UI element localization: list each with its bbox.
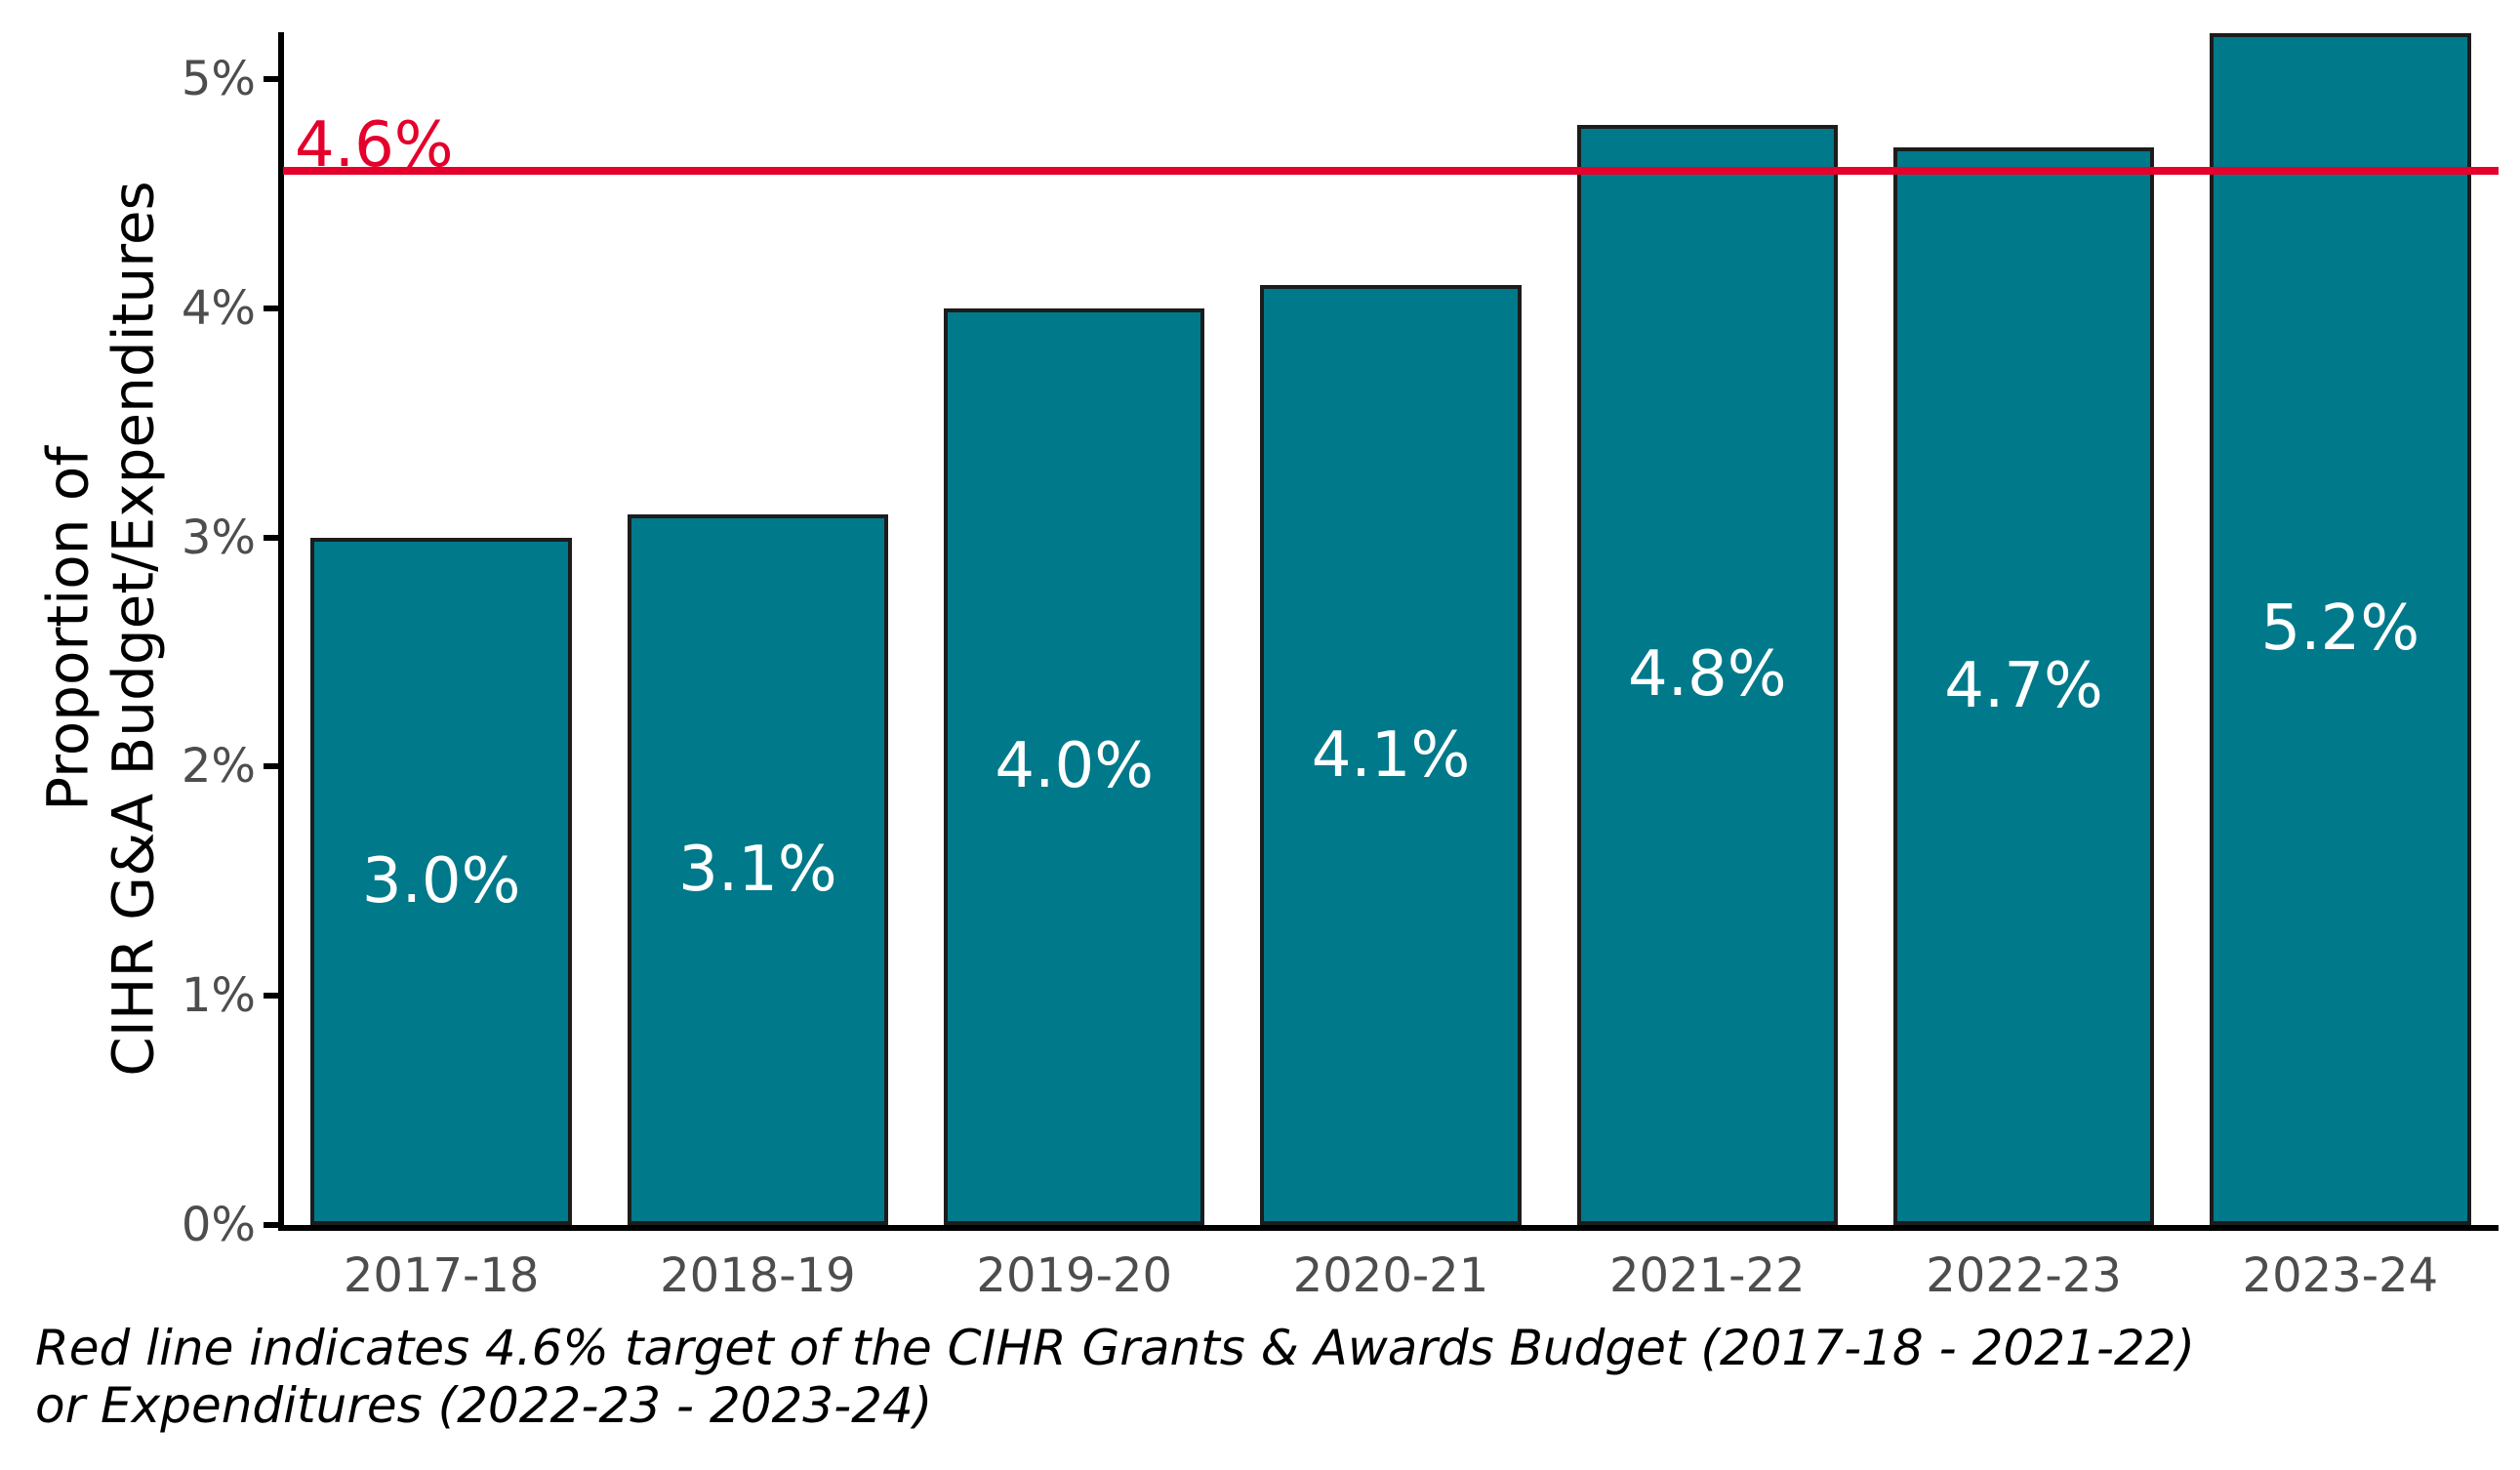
bar-band: 4.1% xyxy=(1233,32,1549,1225)
y-tick-label: 2% xyxy=(181,739,256,795)
target-line-label: 4.6% xyxy=(295,108,454,182)
bars-group: 3.0% 3.1% 4.0% 4.1% 4.8% xyxy=(283,32,2499,1225)
x-tick-label-2018-19: 2018-19 xyxy=(660,1248,856,1303)
y-tick-mark xyxy=(264,75,283,82)
x-axis-labels: 2017-18 2018-19 2019-20 2020-21 2021-22 … xyxy=(283,1244,2499,1308)
bar-2017-18: 3.0% xyxy=(310,537,572,1225)
bar-value-label: 3.0% xyxy=(361,844,521,918)
x-axis-spine xyxy=(278,1225,2499,1231)
y-tick-mark xyxy=(264,305,283,311)
caption-line-2: or Expenditures (2022-23 - 2023-24) xyxy=(35,1377,933,1434)
bar-value-label: 4.7% xyxy=(1944,650,2103,723)
bar-value-label: 4.8% xyxy=(1627,638,1787,712)
bar-2020-21: 4.1% xyxy=(1260,285,1522,1225)
y-tick-label: 4% xyxy=(181,280,256,336)
bar-band: 4.0% xyxy=(916,32,1233,1225)
bar-2021-22: 4.8% xyxy=(1576,124,1839,1225)
bar-2023-24: 5.2% xyxy=(2210,32,2471,1225)
x-tick-label-2019-20: 2019-20 xyxy=(976,1248,1172,1303)
y-tick-label: 5% xyxy=(181,51,256,106)
target-line: 4.6% xyxy=(283,114,2499,177)
bar-value-label: 3.1% xyxy=(678,834,837,907)
y-tick-label: 3% xyxy=(181,510,256,565)
y-tick-mark xyxy=(264,763,283,770)
y-tick-mark xyxy=(264,1222,283,1228)
x-tick-label-2020-21: 2020-21 xyxy=(1292,1248,1489,1303)
caption-line-1: Red line indicates 4.6% target of the CI… xyxy=(35,1320,2195,1376)
bar-band: 5.2% xyxy=(2182,32,2499,1225)
y-tick-mark xyxy=(264,534,283,541)
y-axis-spine xyxy=(278,32,284,1231)
y-tick-label: 0% xyxy=(181,1198,256,1252)
bar-2022-23: 4.7% xyxy=(1892,147,2155,1225)
bar-value-label: 4.1% xyxy=(1311,718,1471,792)
bar-band: 4.7% xyxy=(1865,32,2181,1225)
y-tick-mark xyxy=(264,993,283,1000)
y-tick-label: 1% xyxy=(181,968,256,1024)
bar-band: 4.8% xyxy=(1549,32,1865,1225)
plot-area: 3.0% 3.1% 4.0% 4.1% 4.8% xyxy=(278,32,2499,1231)
x-tick-label-2023-24: 2023-24 xyxy=(2242,1248,2439,1303)
bar-2019-20: 4.0% xyxy=(943,307,1205,1225)
bar-value-label: 4.0% xyxy=(995,730,1154,803)
x-tick-label-2022-23: 2022-23 xyxy=(1926,1248,2122,1303)
caption: Red line indicates 4.6% target of the CI… xyxy=(35,1320,2195,1435)
bar-value-label: 5.2% xyxy=(2260,592,2420,666)
y-axis-ticks: 0% 1% 2% 3% 4% 5% xyxy=(0,32,283,1248)
bar-band: 3.1% xyxy=(599,32,915,1225)
bar-band: 3.0% xyxy=(283,32,599,1225)
bar-2018-19: 3.1% xyxy=(627,514,889,1225)
x-tick-label-2017-18: 2017-18 xyxy=(343,1248,540,1303)
x-tick-label-2021-22: 2021-22 xyxy=(1608,1248,1806,1303)
